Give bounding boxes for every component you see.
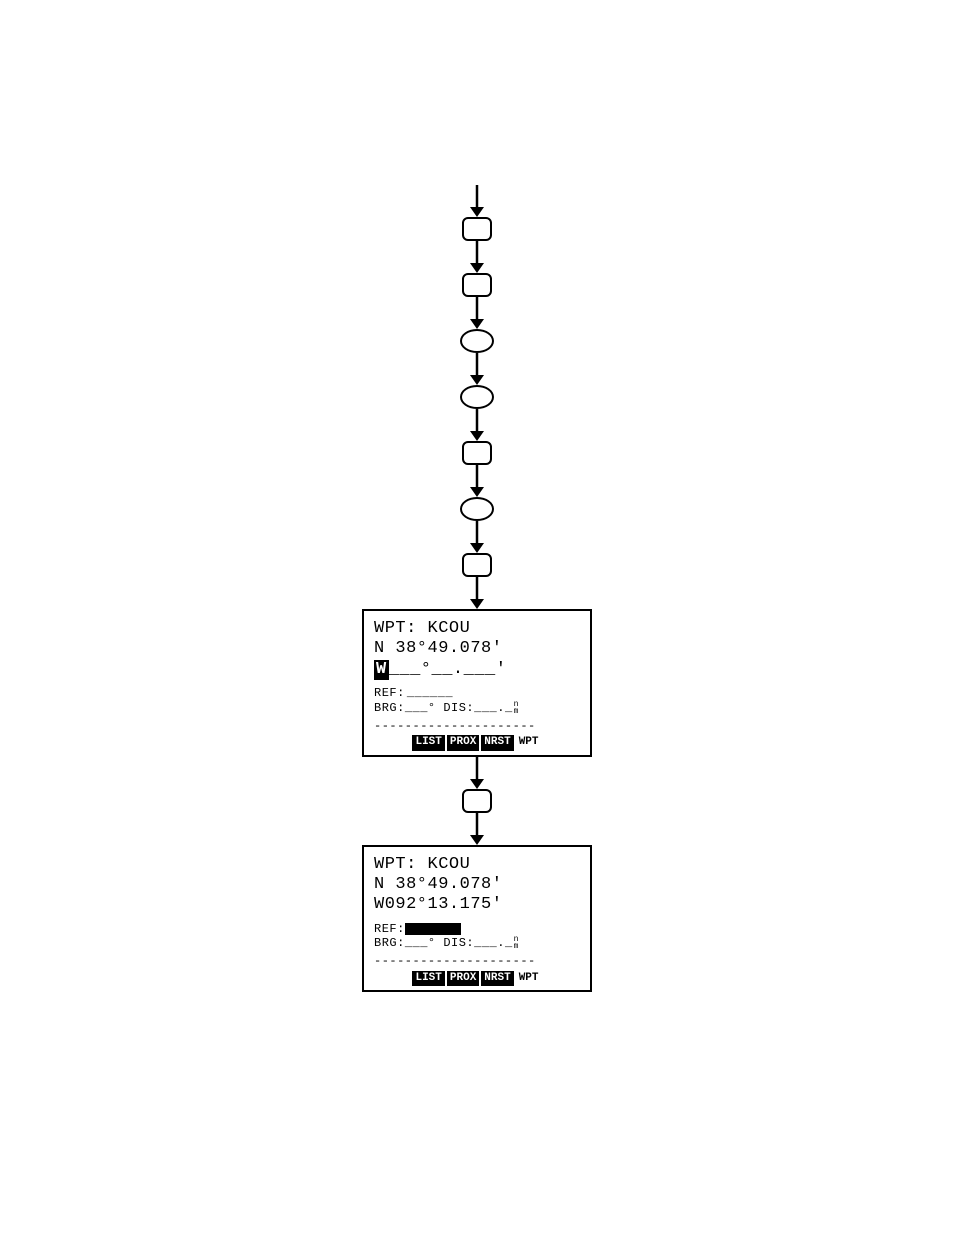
dis-value: ___._: [474, 701, 513, 715]
dis-label: DIS:: [443, 701, 474, 715]
tab-nrst[interactable]: NRST: [481, 735, 513, 750]
brg-value: ___°: [405, 936, 436, 950]
divider: ---------------------: [374, 954, 580, 968]
divider: ---------------------: [374, 719, 580, 733]
wpt-title: WPT: KCOU: [374, 855, 580, 875]
flowchart: WPT: KCOUN 38°49.078'W___°__.___'REF:___…: [0, 0, 954, 992]
lon-line: W092°13.175': [374, 895, 580, 915]
lon-blanks: ___°__.___': [389, 660, 507, 679]
arrow-down-icon: [465, 409, 489, 441]
lat-line: N 38°49.078': [374, 639, 580, 659]
tab-list[interactable]: LIST: [412, 735, 444, 750]
tab-wpt[interactable]: WPT: [516, 971, 542, 986]
arrow-down-icon: [465, 813, 489, 845]
ref-row: REF:: [374, 922, 580, 936]
arrow-down-icon: [465, 577, 489, 609]
brg-label: BRG:: [374, 701, 405, 715]
arrow-down-icon: [465, 241, 489, 273]
tab-nrst[interactable]: NRST: [481, 971, 513, 986]
brg-dis-row: BRG:___° DIS:___._nm: [374, 936, 580, 950]
dis-value: ___._: [474, 936, 513, 950]
arrow-down-icon: [465, 465, 489, 497]
ref-label: REF:: [374, 686, 405, 700]
button-node: [462, 553, 492, 577]
lon-line-editing: W___°__.___': [374, 660, 580, 680]
footer-tabs: LISTPROXNRSTWPT: [374, 735, 580, 750]
arrow-down-icon: [465, 297, 489, 329]
ref-label: REF:: [374, 922, 405, 936]
unit-m: m: [514, 943, 519, 950]
button-node: [462, 273, 492, 297]
brg-label: BRG:: [374, 936, 405, 950]
panel2: WPT: KCOUN 38°49.078'W092°13.175' REF: BR…: [362, 845, 592, 993]
unit-m: m: [514, 708, 519, 715]
arrow-down-icon: [465, 353, 489, 385]
dis-unit: nm: [514, 701, 519, 715]
dis-label: DIS:: [443, 936, 474, 950]
button-node: [462, 789, 492, 813]
brg-dis-row: BRG:___° DIS:___._nm: [374, 701, 580, 715]
ref-value: ______: [407, 686, 453, 700]
footer-tabs: LISTPROXNRSTWPT: [374, 971, 580, 986]
arrow-down-icon: [465, 757, 489, 789]
wpt-title: WPT: KCOU: [374, 619, 580, 639]
button-node: [462, 441, 492, 465]
ref-cursor[interactable]: [405, 923, 461, 935]
tab-list[interactable]: LIST: [412, 971, 444, 986]
lat-line: N 38°49.078': [374, 875, 580, 895]
arrow-down-icon: [465, 185, 489, 217]
knob-node: [460, 385, 494, 409]
tab-prox[interactable]: PROX: [447, 735, 479, 750]
brg-value: ___°: [405, 701, 436, 715]
ref-row: REF:______: [374, 686, 580, 700]
dis-unit: nm: [514, 936, 519, 950]
tab-wpt[interactable]: WPT: [516, 735, 542, 750]
knob-node: [460, 497, 494, 521]
panel1: WPT: KCOUN 38°49.078'W___°__.___'REF:___…: [362, 609, 592, 757]
arrow-down-icon: [465, 521, 489, 553]
cursor[interactable]: W: [374, 660, 389, 680]
button-node: [462, 217, 492, 241]
tab-prox[interactable]: PROX: [447, 971, 479, 986]
knob-node: [460, 329, 494, 353]
